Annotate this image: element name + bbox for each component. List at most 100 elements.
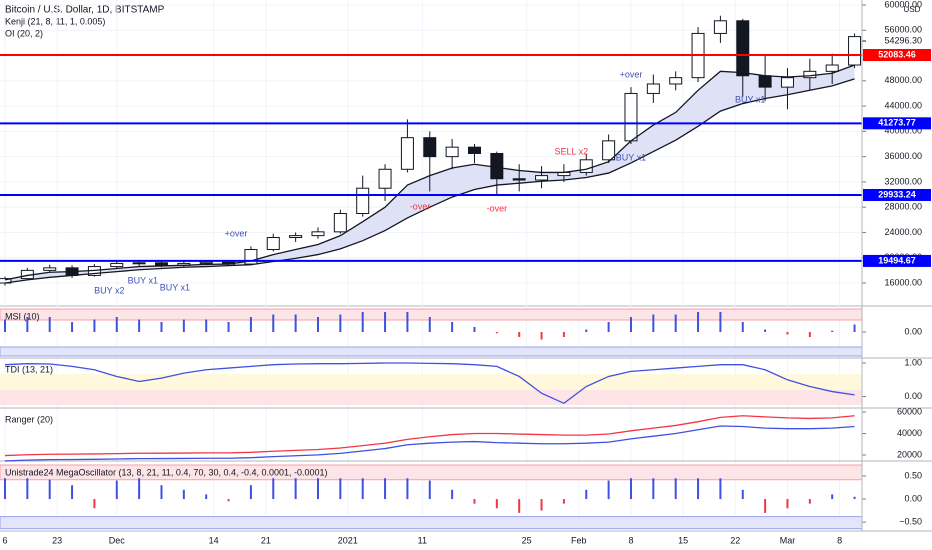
histogram-bar [585, 329, 588, 332]
y-tick-label: 0.00 [904, 493, 922, 503]
signal-annotation: -over [487, 203, 508, 213]
histogram-bar [808, 332, 811, 337]
x-tick-label: 21 [261, 535, 271, 545]
candle-body [780, 77, 794, 88]
level-label-box [863, 254, 931, 267]
histogram-bar [540, 332, 543, 340]
y-tick-label: −0.50 [899, 517, 922, 527]
histogram-bar [719, 478, 722, 500]
level-label: 19494.67 [878, 255, 916, 265]
candle-body [736, 20, 750, 77]
histogram-bar [361, 312, 364, 332]
signal-annotation: +over [225, 228, 248, 238]
histogram-bar [182, 489, 185, 500]
indicator-label: OI (20, 2) [5, 28, 43, 38]
indicator-line [4, 78, 855, 284]
histogram-bar [294, 314, 297, 332]
candle-body [602, 140, 616, 161]
oversold-band [0, 346, 863, 357]
candle-body [646, 83, 660, 94]
candle-body [199, 261, 213, 264]
histogram-bar [3, 478, 6, 500]
histogram-bar [138, 478, 141, 500]
histogram-bar [562, 332, 565, 337]
histogram-bar [473, 327, 476, 332]
signal-annotation: BUY x1 [735, 94, 765, 104]
histogram-bar [674, 478, 677, 500]
histogram-bar [741, 489, 744, 500]
y-tick-label: 16000.00 [884, 277, 922, 287]
histogram-bar [831, 330, 834, 332]
histogram-bar [607, 480, 610, 500]
histogram-bar [786, 332, 789, 335]
histogram-bar [249, 317, 252, 332]
histogram-bar [182, 319, 185, 332]
histogram-bar [205, 494, 208, 500]
histogram-bar [227, 322, 230, 332]
candle-body [356, 187, 370, 215]
histogram-bar [853, 496, 856, 500]
histogram-bar [249, 485, 252, 500]
histogram-bar [451, 489, 454, 500]
histogram-bar [697, 478, 700, 500]
indicator-line [4, 64, 855, 281]
signal-annotation: BUY x1 [160, 282, 190, 292]
last-price-label: 54296.30 [884, 35, 922, 45]
y-tick-label: 0.00 [904, 326, 922, 336]
y-tick-label: 48000.00 [884, 75, 922, 85]
x-tick-label: 23 [52, 535, 62, 545]
x-tick-label: 22 [730, 535, 740, 545]
y-tick-label: 36000.00 [884, 151, 922, 161]
histogram-bar [26, 478, 29, 500]
oversold-band [0, 516, 863, 530]
histogram-bar [585, 489, 588, 500]
histogram-bar [160, 322, 163, 332]
histogram-bar [71, 322, 74, 332]
histogram-bar [495, 499, 498, 509]
y-tick-label: 24000.00 [884, 227, 922, 237]
histogram-bar [607, 322, 610, 332]
histogram-bar [294, 478, 297, 500]
candle-body [333, 213, 347, 233]
candle-body [758, 75, 772, 88]
histogram-bar [629, 317, 632, 332]
histogram-bar [26, 317, 29, 332]
y-tick-label: 40000 [897, 428, 922, 438]
histogram-bar [316, 478, 319, 500]
signal-annotation: BUY x2 [94, 286, 124, 296]
candle-body [467, 146, 481, 154]
overbought-band [0, 308, 863, 321]
panel-title: Unistrade24 MegaOscillator (13, 8, 21, 1… [5, 467, 328, 477]
y-tick-label: 0.50 [904, 470, 922, 480]
histogram-bar [160, 485, 163, 500]
panel-title: Bitcoin / U.S. Dollar, 1D, BITSTAMP [5, 5, 165, 16]
x-tick-label: Feb [571, 535, 587, 545]
histogram-bar [3, 319, 6, 332]
level-label-box [863, 49, 931, 62]
candle-body [848, 36, 862, 66]
level-label: 52083.46 [878, 49, 916, 59]
histogram-bar [473, 499, 476, 504]
indicator-line [4, 415, 855, 457]
candle-body [110, 262, 124, 268]
y-tick-label: 0.00 [904, 391, 922, 401]
histogram-bar [652, 314, 655, 332]
y-tick-label: 56000.00 [884, 25, 922, 35]
histogram-bar [518, 332, 521, 337]
histogram-bar [808, 499, 811, 504]
histogram-bar [71, 485, 74, 500]
y-tick-label: 44000.00 [884, 100, 922, 110]
histogram-bar [384, 312, 387, 332]
histogram-bar [115, 317, 118, 332]
histogram-bar [406, 478, 409, 500]
histogram-bar [384, 478, 387, 500]
histogram-bar [93, 319, 96, 332]
histogram-bar [518, 499, 521, 513]
y-tick-label: 40000.00 [884, 126, 922, 136]
histogram-bar [361, 478, 364, 500]
histogram-bar [272, 478, 275, 500]
x-tick-label: 14 [209, 535, 219, 545]
x-tick-label: Mar [780, 535, 796, 545]
histogram-bar [764, 499, 767, 513]
